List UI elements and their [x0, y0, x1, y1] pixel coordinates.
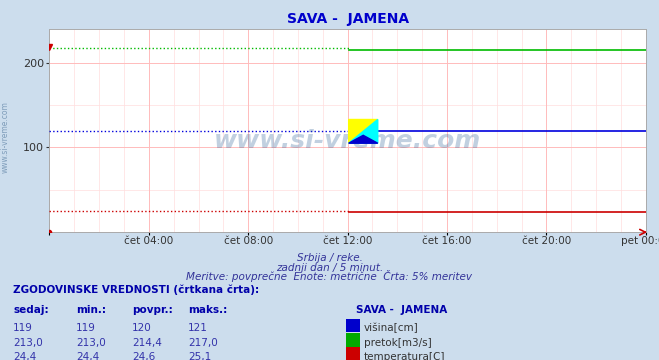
Polygon shape	[349, 120, 378, 143]
Text: 119: 119	[13, 323, 33, 333]
Text: temperatura[C]: temperatura[C]	[364, 352, 445, 360]
Text: www.si-vreme.com: www.si-vreme.com	[214, 129, 481, 153]
Polygon shape	[349, 135, 378, 143]
Text: 214,4: 214,4	[132, 338, 161, 348]
Polygon shape	[349, 120, 378, 143]
Text: višina[cm]: višina[cm]	[364, 323, 418, 333]
Text: Meritve: povprečne  Enote: metrične  Črta: 5% meritev: Meritve: povprečne Enote: metrične Črta:…	[186, 270, 473, 283]
Text: pretok[m3/s]: pretok[m3/s]	[364, 338, 432, 348]
Text: ZGODOVINSKE VREDNOSTI (črtkana črta):: ZGODOVINSKE VREDNOSTI (črtkana črta):	[13, 285, 259, 296]
Text: 213,0: 213,0	[13, 338, 43, 348]
Text: sedaj:: sedaj:	[13, 305, 49, 315]
Text: 120: 120	[132, 323, 152, 333]
Text: www.si-vreme.com: www.si-vreme.com	[1, 101, 10, 173]
Text: maks.:: maks.:	[188, 305, 227, 315]
Text: 24,6: 24,6	[132, 352, 155, 360]
Text: min.:: min.:	[76, 305, 106, 315]
Text: povpr.:: povpr.:	[132, 305, 173, 315]
Text: zadnji dan / 5 minut.: zadnji dan / 5 minut.	[276, 263, 383, 273]
Text: 24,4: 24,4	[76, 352, 99, 360]
Text: Srbija / reke.: Srbija / reke.	[297, 253, 362, 263]
Text: 213,0: 213,0	[76, 338, 105, 348]
Text: 121: 121	[188, 323, 208, 333]
Text: SAVA -  JAMENA: SAVA - JAMENA	[356, 305, 447, 315]
Text: 24,4: 24,4	[13, 352, 36, 360]
Text: 217,0: 217,0	[188, 338, 217, 348]
Title: SAVA -  JAMENA: SAVA - JAMENA	[287, 12, 409, 26]
Text: 119: 119	[76, 323, 96, 333]
Text: 25,1: 25,1	[188, 352, 211, 360]
